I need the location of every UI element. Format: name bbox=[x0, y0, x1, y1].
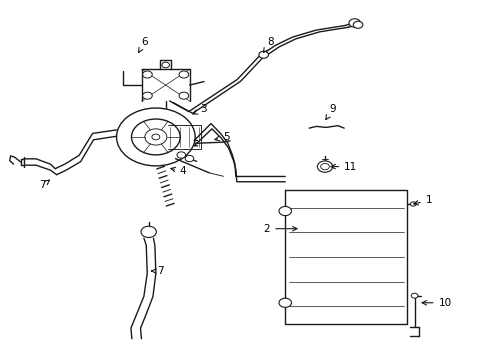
Text: 4: 4 bbox=[170, 166, 186, 176]
Circle shape bbox=[177, 152, 185, 158]
Circle shape bbox=[142, 71, 152, 78]
Text: 5: 5 bbox=[214, 132, 229, 142]
Circle shape bbox=[348, 19, 360, 27]
Circle shape bbox=[179, 92, 188, 99]
Text: 6: 6 bbox=[138, 37, 148, 53]
Circle shape bbox=[142, 92, 152, 99]
Text: 7: 7 bbox=[151, 266, 163, 276]
Text: 7: 7 bbox=[40, 180, 49, 190]
Text: 8: 8 bbox=[263, 37, 274, 53]
Circle shape bbox=[279, 207, 291, 216]
Circle shape bbox=[141, 226, 156, 238]
Circle shape bbox=[279, 298, 291, 307]
Circle shape bbox=[317, 161, 332, 172]
Text: 10: 10 bbox=[421, 298, 451, 308]
Circle shape bbox=[409, 202, 415, 206]
Circle shape bbox=[179, 71, 188, 78]
Text: 3: 3 bbox=[193, 104, 206, 114]
Circle shape bbox=[258, 51, 268, 58]
Circle shape bbox=[162, 62, 169, 68]
Text: 2: 2 bbox=[263, 224, 296, 234]
Text: 9: 9 bbox=[325, 104, 336, 120]
Circle shape bbox=[185, 156, 193, 162]
Circle shape bbox=[410, 293, 417, 298]
Text: 1: 1 bbox=[413, 195, 431, 206]
Circle shape bbox=[352, 21, 362, 28]
Text: 11: 11 bbox=[330, 162, 357, 172]
Circle shape bbox=[320, 163, 328, 170]
